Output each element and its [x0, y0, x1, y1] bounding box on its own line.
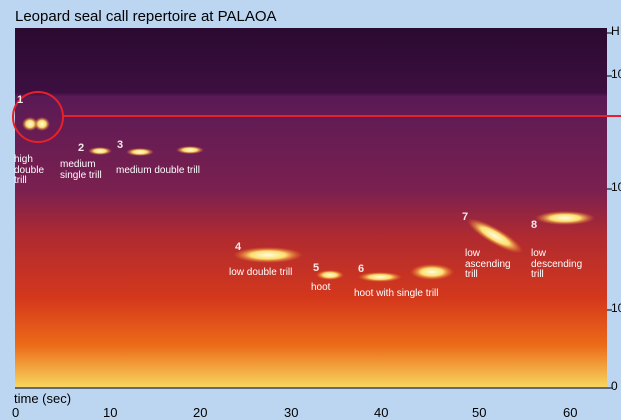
x-tick-label: 30 — [284, 405, 299, 420]
call-name: hoot — [311, 282, 331, 293]
call-trace — [22, 117, 38, 131]
y-axis-label: H — [611, 24, 620, 38]
call-name: low double trill — [229, 267, 293, 278]
call-trace — [34, 117, 50, 131]
y-tick-label: 10 — [611, 67, 621, 81]
call-trace — [233, 247, 303, 263]
call-number: 5 — [313, 262, 320, 274]
call-trace — [126, 148, 154, 156]
call-trace — [316, 270, 344, 280]
call-trace — [358, 272, 402, 282]
call-name: medium single trill — [60, 159, 102, 181]
call-trace — [535, 211, 595, 225]
call-number: 1 — [17, 94, 24, 106]
call-name: low ascending trill — [465, 248, 511, 280]
x-tick-label: 10 — [103, 405, 118, 420]
call-trace — [467, 218, 523, 254]
y-tick-label: 0 — [611, 379, 618, 393]
y-tick-label: 10 — [611, 301, 621, 315]
x-tick-label: 50 — [472, 405, 487, 420]
call-number: 6 — [358, 263, 365, 275]
x-tick-label: 0 — [12, 405, 20, 420]
call-trace — [410, 264, 454, 280]
call-number: 7 — [462, 211, 469, 223]
call-number: 8 — [531, 219, 538, 231]
call-traces — [22, 117, 595, 282]
call-name: medium double trill — [116, 165, 200, 176]
call-number: 2 — [78, 142, 85, 154]
y-ticks — [607, 32, 612, 389]
call-trace — [176, 146, 204, 154]
call-number: 4 — [235, 241, 242, 253]
title: Leopard seal call repertoire at PALAOA — [15, 8, 277, 25]
x-tick-label: 60 — [563, 405, 578, 420]
spectrogram-background — [15, 28, 607, 388]
call-name: hoot with single trill — [354, 288, 439, 299]
x-tick-label: 40 — [374, 405, 389, 420]
x-tick-label: 20 — [193, 405, 208, 420]
y-tick-label: 10 — [611, 180, 621, 194]
x-axis-label: time (sec) — [14, 391, 72, 406]
call-number: 3 — [117, 139, 124, 151]
call-trace — [88, 147, 112, 155]
call-name: low descending trill — [531, 248, 583, 280]
call-name: high double trill — [14, 154, 45, 186]
